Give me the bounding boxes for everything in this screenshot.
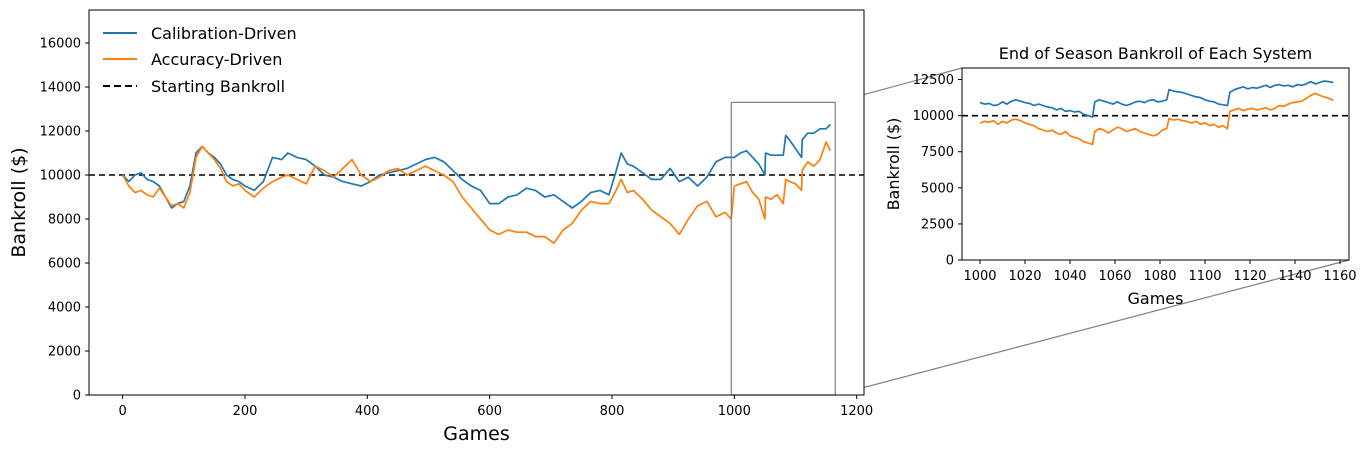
main-y-tick-label: 4000 (48, 301, 81, 316)
main-series-group (121, 123, 832, 245)
main-plot-background (89, 10, 864, 395)
main-y-tick-label: 12000 (40, 125, 81, 140)
main-y-tick-label: 8000 (48, 213, 81, 228)
inset-y-axis-title: Bankroll ($) (884, 118, 903, 211)
inset-x-ticks: 1000 1020 1040 1060 1080 1100 1120 1140 1160 (963, 260, 1357, 284)
main-x-tick-label: 400 (355, 404, 380, 419)
inset-series-group (979, 80, 1334, 146)
legend-label-accuracy: Accuracy-Driven (151, 50, 282, 69)
inset-title: End of Season Bankroll of Each System (999, 44, 1312, 63)
main-x-ticks: 0 200 400 600 800 1000 1200 (119, 395, 873, 419)
inset-x-tick-label: 1020 (1008, 269, 1041, 284)
inset-y-tick-label: 12500 (913, 73, 954, 88)
main-y-axis-title: Bankroll ($) (8, 147, 30, 257)
main-y-tick-label: 16000 (40, 37, 81, 52)
legend-label-starting-bankroll: Starting Bankroll (151, 77, 285, 96)
main-x-tick-label: 600 (477, 404, 502, 419)
inset-series-accuracy-driven (979, 92, 1334, 146)
inset-plot-frame (961, 67, 1350, 261)
inset-y-ticks: 0 2500 5000 7500 10000 12500 (913, 73, 962, 269)
main-x-tick-label: 0 (119, 404, 127, 419)
main-series-calibration-driven (121, 123, 832, 209)
inset-x-axis-title: Games (1128, 289, 1184, 308)
inset-y-tick-label: 5000 (921, 181, 954, 196)
main-x-tick-label: 800 (600, 404, 625, 419)
main-plot-frame (88, 9, 865, 396)
inset-y-tick-label: 2500 (921, 217, 954, 232)
inset-x-tick-label: 1000 (963, 269, 996, 284)
main-y-tick-label: 14000 (40, 81, 81, 96)
inset-x-tick-label: 1060 (1098, 269, 1131, 284)
inset-chart: 1000 1020 1040 1060 1080 1100 1120 1140 1160 0 25… (884, 44, 1357, 308)
inset-x-tick-label: 1140 (1278, 269, 1311, 284)
main-y-tick-label: 2000 (48, 345, 81, 360)
inset-x-tick-label: 1100 (1188, 269, 1221, 284)
main-x-axis-title: Games (443, 423, 509, 445)
inset-y-tick-label: 0 (946, 254, 954, 269)
main-chart: 0 200 400 600 800 1000 1200 0 2000 4000 6000 8000 1… (8, 9, 873, 445)
inset-y-tick-label: 10000 (913, 109, 954, 124)
main-y-ticks: 0 2000 4000 6000 8000 10000 12000 14000 16000 (40, 37, 89, 404)
main-x-tick-label: 1000 (718, 404, 751, 419)
inset-series-calibration-driven (979, 80, 1334, 118)
main-y-tick-label: 10000 (40, 169, 81, 184)
inset-x-tick-label: 1120 (1233, 269, 1266, 284)
legend: Calibration-Driven Accuracy-Driven Start… (103, 24, 297, 96)
inset-x-tick-label: 1080 (1143, 269, 1176, 284)
inset-y-tick-label: 7500 (921, 145, 954, 160)
main-x-tick-label: 200 (233, 404, 258, 419)
main-series-accuracy-driven (121, 141, 832, 245)
main-y-tick-label: 6000 (48, 257, 81, 272)
inset-plot-background (962, 68, 1349, 260)
main-y-tick-label: 0 (73, 389, 81, 404)
main-x-tick-label: 1200 (840, 404, 873, 419)
legend-label-calibration: Calibration-Driven (151, 24, 297, 43)
zoom-connector-bottom (835, 259, 1350, 396)
inset-x-tick-label: 1040 (1053, 269, 1086, 284)
inset-x-tick-label: 1160 (1323, 269, 1356, 284)
